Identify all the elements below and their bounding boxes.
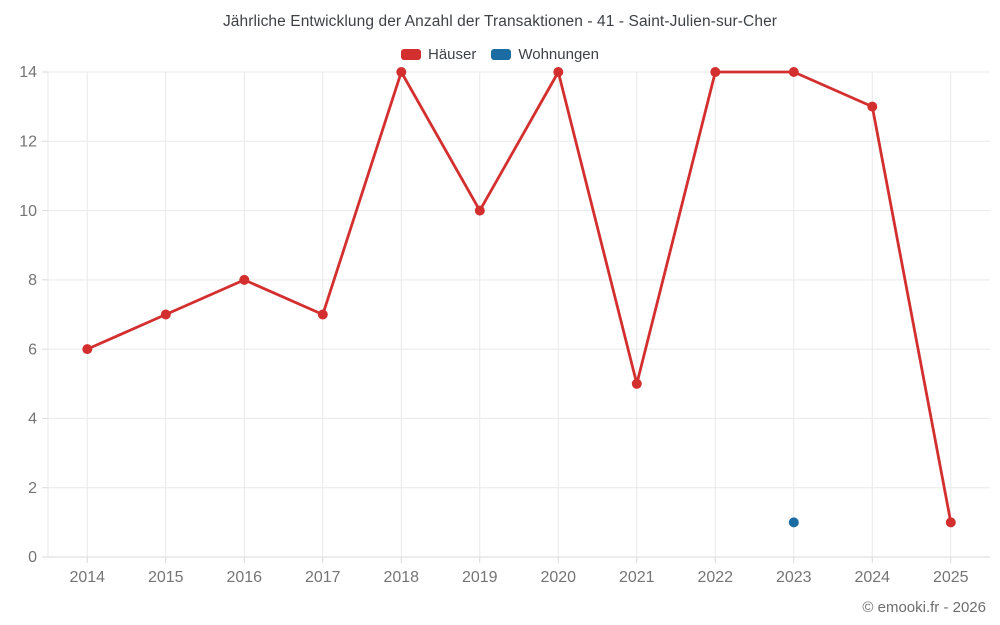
data-point-marker-1-9[interactable] <box>788 517 799 528</box>
data-point-marker-0-7[interactable] <box>631 378 642 389</box>
data-point-marker-0-8[interactable] <box>710 67 721 77</box>
x-axis-tick-label: 2025 <box>933 569 969 586</box>
y-axis-tick-label: 0 <box>28 549 37 566</box>
x-axis-tick-label: 2023 <box>776 569 812 586</box>
x-axis-tick-label: 2019 <box>462 569 498 586</box>
y-axis-tick-label: 6 <box>28 341 37 358</box>
data-point-marker-0-2[interactable] <box>239 274 250 285</box>
legend-item-label: Häuser <box>428 46 477 63</box>
x-axis-tick-label: 2016 <box>226 569 262 586</box>
y-axis-tick-label: 8 <box>28 272 37 289</box>
y-axis-tick-label: 2 <box>28 480 37 497</box>
x-axis-tick-label: 2021 <box>619 569 655 586</box>
copyright-label: © emooki.fr - 2026 <box>862 599 986 616</box>
chart-legend: Häuser Wohnungen <box>0 46 1000 63</box>
data-point-marker-0-1[interactable] <box>160 309 171 320</box>
data-point-marker-0-10[interactable] <box>867 101 878 112</box>
data-point-marker-0-5[interactable] <box>474 205 485 216</box>
x-axis-tick-label: 2018 <box>383 569 419 586</box>
x-axis-tick-label: 2017 <box>305 569 341 586</box>
x-axis-tick-label: 2014 <box>69 569 105 586</box>
y-axis-tick-label: 4 <box>28 411 37 428</box>
x-axis-tick-label: 2020 <box>540 569 576 586</box>
data-point-marker-0-0[interactable] <box>82 344 93 355</box>
x-axis-tick-label: 2015 <box>148 569 184 586</box>
legend-swatch-icon <box>491 49 512 60</box>
x-axis-tick-label: 2022 <box>697 569 733 586</box>
legend-swatch-icon <box>401 49 421 60</box>
series-line-0 <box>85 70 953 524</box>
legend-item-1[interactable]: Wohnungen <box>491 46 599 63</box>
y-axis-tick-label: 14 <box>19 64 37 81</box>
legend-item-label: Wohnungen <box>518 46 599 63</box>
data-point-marker-0-9[interactable] <box>788 67 799 77</box>
x-axis-tick-label: 2024 <box>854 569 890 586</box>
y-axis-tick-label: 12 <box>19 134 37 151</box>
data-point-marker-0-3[interactable] <box>317 309 328 320</box>
data-point-marker-0-4[interactable] <box>396 67 407 77</box>
data-point-marker-0-11[interactable] <box>945 517 956 528</box>
data-point-marker-0-6[interactable] <box>553 67 564 77</box>
chart-title: Jährliche Entwicklung der Anzahl der Tra… <box>222 13 778 30</box>
y-axis-tick-label: 10 <box>19 203 37 220</box>
legend-item-0[interactable]: Häuser <box>401 46 476 63</box>
